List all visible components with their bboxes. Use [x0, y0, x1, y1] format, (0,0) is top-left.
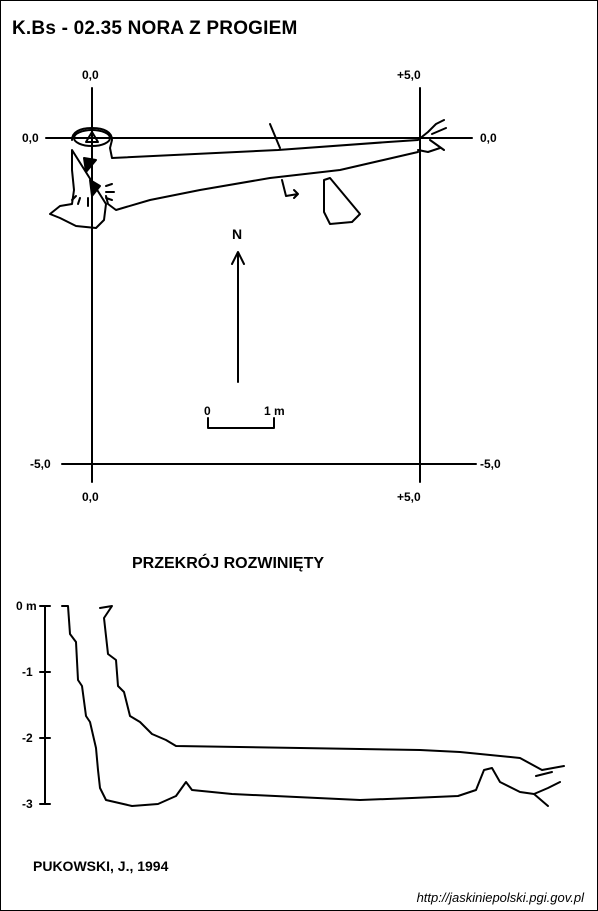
grid-label-left-bottom: -5,0	[30, 457, 51, 471]
section-marker	[269, 123, 281, 149]
side-chamber-outline	[323, 177, 361, 225]
scale-bar	[207, 417, 275, 429]
depth-label-1: -1	[22, 665, 33, 679]
grid-label-left-top: 0,0	[22, 131, 39, 145]
grid-label-bottom-left: 0,0	[82, 490, 99, 504]
depth-label-0: 0 m	[16, 599, 37, 613]
depth-label-2: -2	[22, 731, 33, 745]
north-arrow-head	[231, 251, 245, 265]
grid-label-top-right: +5,0	[397, 68, 421, 82]
cave-title: K.Bs - 02.35 NORA Z PROGIEM	[12, 18, 298, 39]
section-direction-arrow	[281, 179, 299, 199]
grid-label-bottom-right: +5,0	[397, 490, 421, 504]
step-marker-2	[89, 179, 101, 197]
scale-end-label: 1 m	[264, 404, 285, 418]
grid-label-right-top: 0,0	[480, 131, 497, 145]
section-outline-lower	[99, 605, 565, 795]
section-title: PRZEKRÓJ ROZWINIĘTY	[132, 555, 325, 572]
scale-start-label: 0	[204, 404, 211, 418]
section-outline-upper	[61, 605, 549, 807]
entrance-symbol	[73, 129, 111, 147]
source-link[interactable]: http://jaskiniepolski.pgi.gov.pl	[416, 890, 584, 905]
step-marker-1	[83, 157, 97, 173]
author-credit: PUKOWSKI, J., 1994	[33, 858, 169, 874]
cave-plan-outline	[49, 119, 447, 229]
north-label: N	[232, 226, 243, 242]
depth-label-3: -3	[22, 797, 33, 811]
grid-label-top-left: 0,0	[82, 68, 99, 82]
grid-label-right-bottom: -5,0	[480, 457, 501, 471]
